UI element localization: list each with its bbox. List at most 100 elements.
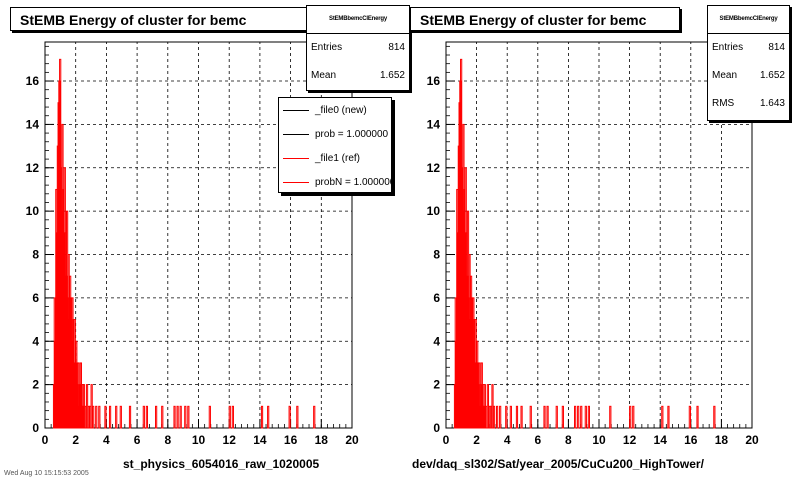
histogram-bin — [228, 405, 231, 429]
y-tick-label: 4 — [32, 334, 39, 348]
stats-mean-value-right: 1.652 — [759, 70, 785, 81]
histogram-bin — [574, 405, 577, 429]
histogram-bin — [587, 405, 590, 429]
x-tick-label: 2 — [473, 433, 480, 447]
legend-label-new: _file0 (new) — [315, 104, 367, 116]
y-tick-label: 10 — [427, 204, 441, 218]
x-axis-title-left: st_physics_6054016_raw_1020005 — [123, 457, 320, 471]
stats-name-left: StEMBbemcClEnergy — [307, 6, 409, 34]
legend-item-prob: prob = 1.000000 — [279, 122, 391, 146]
stats-rms-row-right: RMS 1.643 — [708, 90, 789, 118]
histogram-bin — [499, 405, 502, 429]
legend-swatch-ref — [283, 157, 309, 159]
stats-entries-row-left: Entries 814 — [307, 34, 409, 62]
legend-item-probn: probN = 1.000000 — [279, 170, 392, 192]
histogram-bin — [108, 405, 112, 429]
stats-mean-value-left: 1.652 — [379, 70, 405, 81]
histogram-bin — [128, 405, 132, 429]
stats-entries-row-right: Entries 814 — [708, 34, 789, 62]
histogram-bin — [267, 405, 270, 429]
x-axis-title-right: dev/daq_sl302/Sat/year_2005/CuCu200_High… — [412, 457, 704, 471]
histogram-bin — [115, 405, 118, 429]
x-tick-label: 8 — [565, 433, 572, 447]
histogram-bin — [555, 405, 558, 429]
histogram-bin — [584, 405, 587, 429]
stats-rms-label-right: RMS — [712, 98, 735, 109]
histogram-bin — [145, 405, 149, 429]
y-tick-label: 16 — [427, 74, 441, 88]
x-tick-label: 4 — [504, 433, 511, 447]
legend-label-probn: probN = 1.000000 — [315, 176, 392, 188]
histogram-bin — [509, 405, 512, 429]
x-tick-label: 18 — [315, 433, 329, 447]
histogram-bin — [173, 405, 176, 429]
y-tick-label: 12 — [427, 161, 441, 175]
histogram-bin — [520, 405, 523, 429]
y-tick-label: 4 — [433, 334, 440, 348]
y-tick-label: 6 — [32, 291, 39, 305]
legend-swatch-prob — [283, 133, 309, 135]
histogram-bin — [260, 405, 264, 429]
histogram-bin — [667, 405, 670, 429]
histogram-bin — [95, 405, 98, 429]
legend-box: _file0 (new) prob = 1.000000 _file1 (ref… — [278, 97, 392, 193]
y-tick-label: 0 — [433, 421, 440, 435]
y-tick-label: 14 — [26, 117, 40, 131]
stats-mean-row-left: Mean 1.652 — [307, 62, 409, 90]
stats-rms-value-right: 1.643 — [759, 98, 785, 109]
x-tick-label: 6 — [534, 433, 541, 447]
y-tick-label: 8 — [32, 248, 39, 262]
histogram-bin — [155, 405, 158, 429]
histogram-bin — [161, 405, 164, 429]
histogram-bin — [609, 405, 612, 429]
legend-swatch-new — [283, 109, 309, 111]
histogram-bin — [561, 405, 564, 429]
stats-box-left: StEMBbemcClEnergy Entries 814 Mean 1.652 — [306, 5, 410, 91]
histogram-bin — [492, 405, 496, 429]
legend-swatch-probn — [283, 181, 309, 183]
histogram-bin — [505, 405, 508, 429]
y-tick-label: 2 — [433, 378, 440, 392]
histogram-bin — [713, 405, 716, 429]
x-tick-label: 10 — [192, 433, 206, 447]
legend-label-prob: prob = 1.000000 — [315, 128, 389, 140]
histogram-bin — [495, 405, 499, 429]
histogram-bin — [92, 405, 95, 429]
histogram-bin — [208, 405, 211, 429]
legend-item-new: _file0 (new) — [279, 98, 391, 122]
histogram-bin — [696, 405, 699, 429]
footer-timestamp: Wed Aug 10 15:15:53 2005 — [4, 470, 89, 477]
x-tick-label: 6 — [134, 433, 141, 447]
chart-title-right-text: StEMB Energy of cluster for bemc — [420, 12, 647, 28]
histogram-bin — [546, 405, 549, 429]
histogram-bin — [632, 405, 635, 429]
histogram-bin — [176, 405, 179, 429]
x-tick-label: 14 — [253, 433, 267, 447]
histogram-bin — [515, 405, 519, 429]
histogram-bin — [142, 405, 145, 429]
x-tick-label: 12 — [623, 433, 637, 447]
histogram-bin — [529, 405, 532, 429]
histogram-bin — [184, 405, 187, 429]
stats-entries-value-right: 814 — [768, 42, 785, 53]
histogram-bin — [104, 405, 107, 429]
y-tick-label: 12 — [26, 161, 40, 175]
histogram-bin — [543, 405, 546, 429]
histogram-bin — [187, 405, 190, 429]
stats-box-right: StEMBbemcClEnergy Entries 814 Mean 1.652… — [707, 5, 790, 121]
histogram-bin — [179, 405, 182, 429]
histogram-bin — [580, 405, 583, 429]
histogram-bin — [313, 405, 316, 429]
stats-name-right: StEMBbemcClEnergy — [708, 6, 789, 34]
y-tick-label: 2 — [32, 378, 39, 392]
x-tick-label: 4 — [103, 433, 110, 447]
x-tick-label: 18 — [715, 433, 729, 447]
y-tick-label: 0 — [32, 421, 39, 435]
y-tick-label: 6 — [433, 291, 440, 305]
chart-title-right: StEMB Energy of cluster for bemc — [410, 7, 680, 31]
histogram-bin — [231, 405, 234, 429]
x-tick-label: 16 — [284, 433, 298, 447]
histogram-bin — [98, 405, 101, 429]
x-tick-label: 20 — [345, 433, 359, 447]
y-tick-label: 8 — [433, 248, 440, 262]
